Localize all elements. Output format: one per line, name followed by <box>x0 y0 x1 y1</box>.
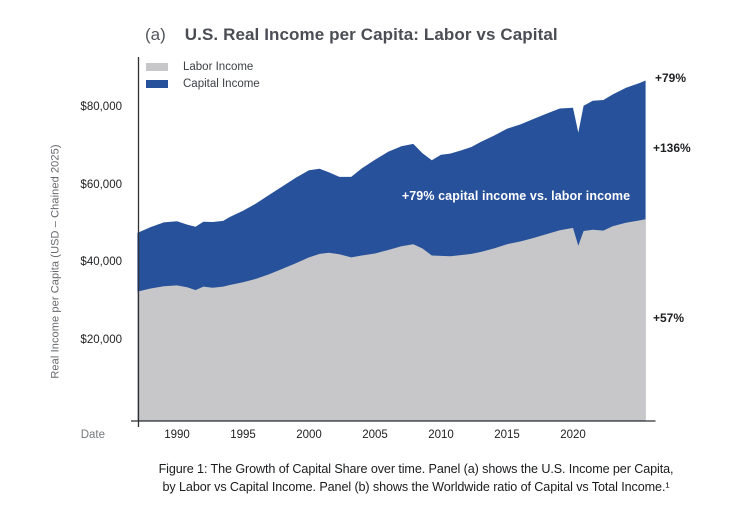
legend-label-labor: Labor Income <box>183 61 254 73</box>
x-axis-title: Date <box>80 429 105 441</box>
caption-line-1: Figure 1: The Growth of Capital Share ov… <box>158 462 674 476</box>
x-tick-1995: 1995 <box>230 429 256 441</box>
x-tick-2000: 2000 <box>296 429 322 441</box>
title-row: (a) U.S. Real Income per Capita: Labor v… <box>145 25 558 45</box>
legend-item-capital: Capital Income <box>146 78 260 90</box>
x-tick-1990: 1990 <box>164 429 190 441</box>
annotation-total-growth: +79% <box>655 71 687 85</box>
legend-item-labor: Labor Income <box>146 61 253 73</box>
annotation-capital-growth: +136% <box>653 141 691 155</box>
y-tick-20000: $20,000 <box>80 334 122 346</box>
x-tick-2010: 2010 <box>428 429 454 441</box>
y-tick-80000: $80,000 <box>80 101 122 113</box>
capital-swatch-icon <box>146 80 168 88</box>
legend-label-capital: Capital Income <box>183 78 260 90</box>
figure-caption: Figure 1: The Growth of Capital Share ov… <box>100 461 730 496</box>
labor-swatch-icon <box>146 63 168 71</box>
panel-label: (a) <box>145 25 166 44</box>
x-tick-2005: 2005 <box>362 429 388 441</box>
y-tick-40000: $40,000 <box>80 256 122 268</box>
y-tick-60000: $60,000 <box>80 179 122 191</box>
x-tick-2020: 2020 <box>560 429 586 441</box>
annotation-inside-chart: +79% capital income vs. labor income <box>401 189 631 203</box>
caption-line-2: by Labor vs Capital Income. Panel (b) sh… <box>162 479 670 494</box>
labor-income-area <box>137 219 646 421</box>
chart-title: U.S. Real Income per Capita: Labor vs Ca… <box>184 25 558 44</box>
annotation-labor-growth: +57% <box>653 311 685 325</box>
x-tick-2015: 2015 <box>494 429 520 441</box>
